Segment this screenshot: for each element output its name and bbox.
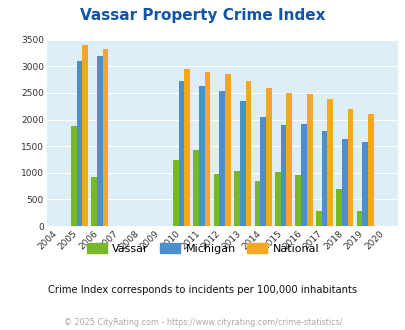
Bar — [173, 160, 178, 226]
Bar — [76, 61, 82, 226]
Bar — [286, 93, 291, 226]
Text: Crime Index corresponds to incidents per 100,000 inhabitants: Crime Index corresponds to incidents per… — [48, 285, 357, 295]
Bar — [335, 189, 341, 226]
Bar — [254, 181, 260, 226]
Bar — [82, 45, 88, 226]
Bar — [301, 124, 306, 226]
Bar — [361, 143, 367, 226]
Bar — [367, 114, 373, 226]
Bar — [260, 117, 265, 226]
Bar — [239, 101, 245, 226]
Bar — [356, 211, 361, 226]
Bar — [70, 126, 76, 226]
Bar — [280, 125, 286, 226]
Bar — [326, 99, 332, 226]
Bar — [102, 49, 108, 226]
Bar — [219, 91, 225, 226]
Bar — [306, 94, 312, 226]
Bar — [265, 88, 271, 226]
Bar — [184, 69, 190, 226]
Legend: Vassar, Michigan, National: Vassar, Michigan, National — [82, 239, 323, 258]
Bar — [245, 81, 251, 226]
Bar — [321, 131, 326, 226]
Bar — [347, 109, 352, 226]
Bar — [234, 171, 239, 226]
Bar — [213, 174, 219, 226]
Bar — [198, 86, 204, 226]
Bar — [97, 55, 102, 226]
Text: Vassar Property Crime Index: Vassar Property Crime Index — [80, 8, 325, 23]
Bar — [204, 72, 210, 226]
Bar — [178, 81, 184, 226]
Bar — [193, 150, 198, 226]
Bar — [295, 175, 301, 226]
Bar — [274, 172, 280, 226]
Bar — [225, 74, 230, 226]
Bar — [91, 177, 97, 226]
Text: © 2025 CityRating.com - https://www.cityrating.com/crime-statistics/: © 2025 CityRating.com - https://www.city… — [64, 318, 341, 327]
Bar — [341, 139, 347, 226]
Bar — [315, 211, 321, 226]
